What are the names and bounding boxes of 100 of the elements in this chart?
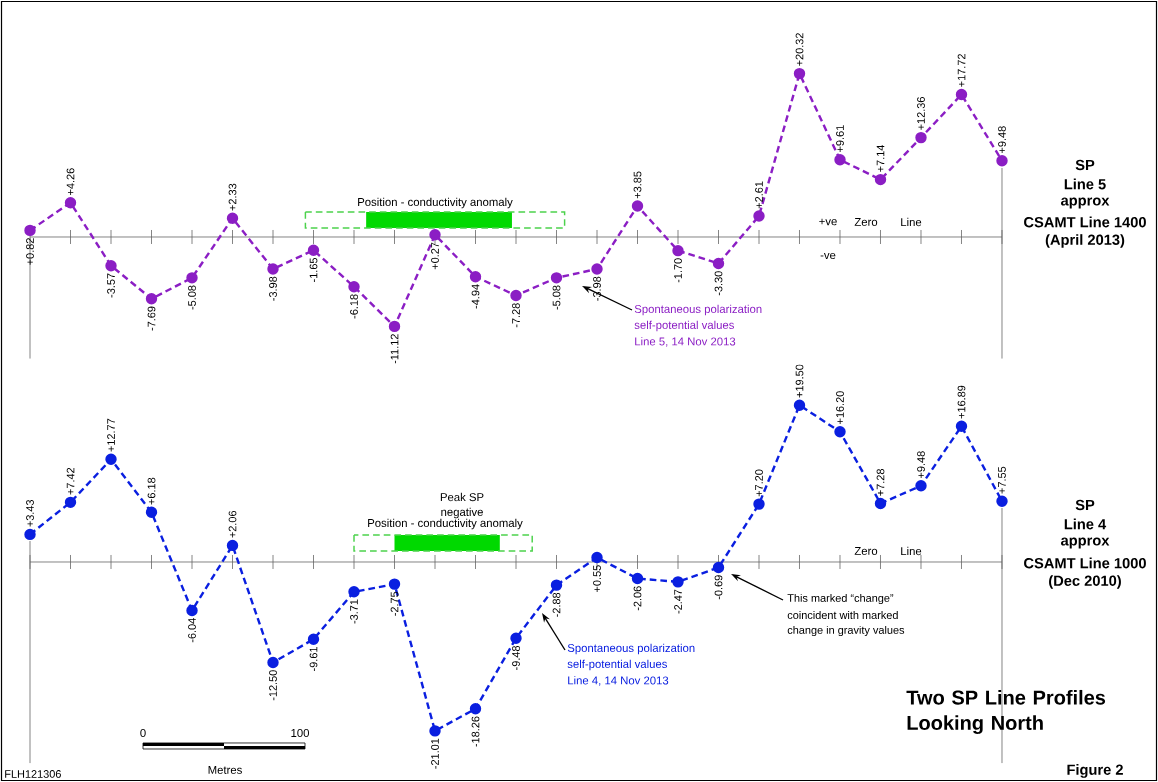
point [834,426,846,438]
point [834,154,846,166]
annotation: Line [901,217,922,227]
text: (Dec 2010) [1049,575,1121,589]
point [186,272,198,284]
point [753,498,765,510]
data-label: -3.98 [269,276,277,301]
data-label: -9.48 [512,645,520,670]
data-label: +7.20 [755,469,763,497]
point [145,293,158,305]
data-label: +20.32 [795,33,804,66]
text: SP [1075,499,1095,511]
annotation: coincident with marked [787,610,898,619]
point [186,604,198,617]
data-label: -6.04 [188,618,196,643]
data-label: -7.28 [512,303,520,328]
data-label: -3.30 [714,271,723,296]
data-label: -2.47 [674,589,682,614]
data-label: -3.98 [593,276,601,301]
point [24,224,36,237]
data-label: -4.94 [471,284,480,309]
annotation: self-potential values [634,320,734,332]
annotation: Peak SP [440,492,484,502]
data-label: +17.72 [957,54,966,87]
data-label: +3.85 [633,171,642,199]
point [510,289,522,302]
point [712,257,725,270]
point [469,703,482,715]
point [388,320,401,333]
data-label: -9.61 [309,647,318,671]
annotation: +ve [819,218,837,226]
text: Line 5, 14 Nov 2013 [635,337,736,347]
text: approx [1060,537,1110,549]
point [24,528,36,541]
point [753,210,765,222]
data-label: +12.77 [107,418,115,452]
annotation: change in gravity values [787,625,905,637]
data-label: +0.55 [593,565,601,592]
data-label: +0.27 [431,242,439,270]
data-label: +9.61 [836,125,844,152]
data-label: -7.69 [147,306,156,331]
annotation: negative [441,507,483,519]
data-label: -3.71 [350,599,358,624]
data-label: -2.75 [390,591,399,616]
point [955,88,968,101]
point [226,539,239,552]
text: Line 4 [1064,518,1107,530]
point [145,506,158,518]
text: approx [1060,197,1110,209]
data-label: -0.69 [714,575,723,600]
data-label: -2.88 [552,592,561,617]
text: FLH121306 [5,770,61,778]
annotation: Spontaneous polarization [634,304,762,316]
point [226,212,239,224]
point [631,200,644,212]
data-label: +7.28 [876,469,885,496]
data-label: +9.48 [998,126,1006,153]
point [307,244,320,256]
point [307,633,320,645]
data-label: -1.70 [674,258,682,283]
annotation: Position - conductivity anomaly [358,197,513,209]
data-label: +2.33 [228,183,237,211]
annotation: Position - conductivity anomaly [368,518,523,530]
point [874,497,887,510]
point [348,586,360,598]
data-label: -12.50 [269,670,277,701]
data-label: +19.50 [795,364,804,398]
text: Line 5 [1064,178,1106,190]
data-label: -3.57 [107,273,115,298]
data-label: -5.08 [188,285,196,310]
point [267,263,279,275]
annotation: 0 [140,728,146,737]
data-label: -1.65 [309,257,318,282]
text: Metres [208,766,242,774]
point [874,173,887,186]
point [672,576,684,588]
annotation: Spontaneous polarization [567,643,695,655]
point [996,495,1008,507]
data-label: -21.01 [431,738,439,769]
point [915,131,927,144]
data-label: +2.61 [755,181,763,209]
text: CSAMT Line 1000 [1024,557,1146,569]
data-label: -5.08 [552,285,561,310]
point [793,67,806,80]
point [469,271,482,283]
point [550,272,563,284]
data-label: +6.18 [147,477,156,505]
point [348,280,360,293]
point [267,656,279,669]
point [591,263,603,275]
point [550,579,563,591]
point [64,197,77,209]
data-label: +16.89 [957,385,966,419]
point [996,155,1008,167]
data-label: +7.55 [998,466,1006,494]
point [510,632,522,644]
data-label: +4.26 [66,168,75,195]
text: Two SP Line Profiles Looking North [906,689,1106,735]
data-label: +2.06 [228,510,237,538]
data-label: -2.06 [633,586,642,611]
